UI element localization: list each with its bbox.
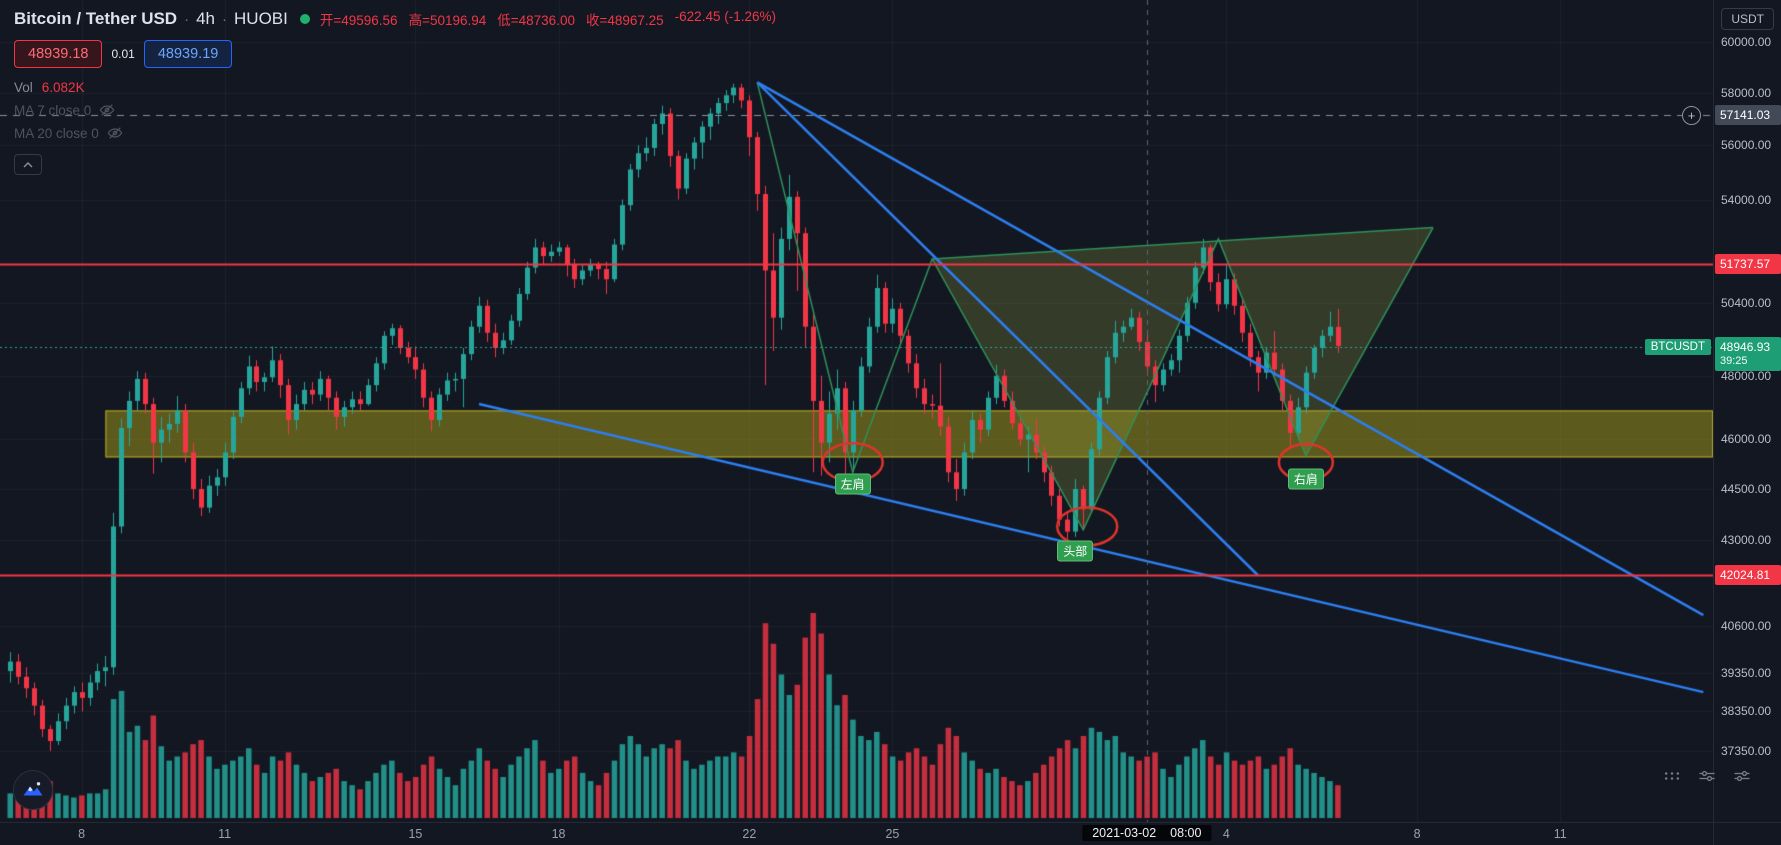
trade-row: 48939.18 0.01 48939.19 — [14, 40, 776, 68]
time-label: 8 — [1413, 827, 1421, 841]
crosshair-plus-handle[interactable]: + — [1682, 105, 1701, 125]
price-tick: 54000.00 — [1721, 192, 1772, 207]
symbol-row: Bitcoin / Tether USD · 4h · HUOBI 开=4959… — [14, 9, 776, 29]
separator: · — [184, 10, 190, 28]
price-axis[interactable]: 60000.00 58000.00 56000.00 54000.00 50400.00… — [1713, 0, 1781, 822]
highlight-date: 2021-03-02 — [1092, 826, 1157, 840]
ohlc-change: -622.45 (-1.26%) — [674, 9, 776, 24]
time-label: 8 — [78, 827, 86, 841]
date-badge: 2021-03-02 08:00 — [1082, 825, 1212, 841]
market-status-icon — [299, 14, 310, 24]
sliders-icon — [1734, 770, 1750, 782]
price-tick: 46000.00 — [1721, 432, 1772, 447]
price-tick: 43000.00 — [1721, 533, 1772, 548]
chevron-up-icon — [23, 161, 33, 168]
ohlc-low: 低=48736.00 — [497, 13, 575, 28]
collapse-legend-button[interactable] — [14, 154, 42, 175]
mountain-icon — [23, 782, 43, 796]
price-tick: 44500.00 — [1721, 482, 1772, 496]
legend: Bitcoin / Tether USD · 4h · HUOBI 开=4959… — [14, 9, 776, 175]
time-label: 11 — [218, 827, 232, 841]
price-tag-current: 48946.93 39:25 — [1715, 336, 1781, 371]
ohlc-high: 高=50196.94 — [408, 13, 487, 28]
price-tag-support: 42024.81 — [1715, 564, 1781, 585]
indicator-row-ma20[interactable]: MA 20 close 0 — [14, 125, 776, 141]
price-tick: 37350.00 — [1721, 744, 1772, 758]
ohlc-open: 开=49596.56 — [319, 13, 398, 28]
tradingview-logo-button[interactable] — [13, 770, 53, 810]
indicator-row-ma7[interactable]: MA 7 close 0 — [14, 102, 776, 118]
sliders-icon — [1699, 770, 1715, 782]
interval-label[interactable]: 4h — [196, 9, 216, 28]
grid-dots-icon — [1664, 772, 1680, 780]
price-tick: 48000.00 — [1721, 368, 1772, 383]
time-label: 25 — [885, 827, 900, 841]
ohlc-readout: 开=49596.56 高=50196.94 低=48736.00 收=48967… — [320, 9, 776, 29]
price-tick: 40600.00 — [1721, 619, 1772, 634]
ma20-label: MA 20 close 0 — [14, 125, 99, 141]
eye-off-icon[interactable] — [99, 102, 115, 118]
price-tick: 58000.00 — [1721, 85, 1772, 100]
price-tick: 38350.00 — [1721, 704, 1772, 719]
price-tag-resistance: 51737.57 — [1715, 253, 1781, 274]
mini-toolbar-button[interactable] — [1729, 763, 1755, 789]
price-tick: 56000.00 — [1721, 138, 1772, 153]
buy-button[interactable]: 48939.19 — [143, 40, 233, 68]
mini-toolbar — [1659, 763, 1755, 789]
highlight-time: 08:00 — [1170, 826, 1202, 840]
ma7-label: MA 7 close 0 — [14, 102, 92, 118]
exchange-label: HUOBI — [234, 9, 288, 28]
pattern-label[interactable]: 左肩 — [834, 473, 871, 495]
price-tick: 60000.00 — [1721, 35, 1772, 49]
time-label: 15 — [408, 827, 423, 841]
sell-button[interactable]: 48939.18 — [14, 40, 103, 68]
mini-toolbar-button[interactable] — [1694, 763, 1720, 789]
ohlc-close: 收=48967.25 — [585, 13, 664, 28]
axis-corner — [1713, 822, 1781, 845]
time-label: 4 — [1222, 827, 1230, 841]
currency-usdt-chip[interactable]: USDT — [1721, 8, 1774, 30]
price-tick: 50400.00 — [1721, 295, 1772, 310]
symbol-title[interactable]: Bitcoin / Tether USD — [14, 9, 178, 28]
pattern-label[interactable]: 右肩 — [1287, 468, 1324, 490]
price-tick: 39350.00 — [1721, 665, 1772, 680]
volume-row: Vol 6.082K — [14, 80, 776, 95]
separator: · — [222, 10, 228, 28]
pattern-label[interactable]: 头部 — [1057, 540, 1094, 562]
price-tag-57141: 57141.03 — [1715, 105, 1781, 126]
time-axis[interactable]: 2021-03-02 08:00 8 11 15 18 22 25 4 8 11 — [0, 822, 1713, 845]
time-label: 22 — [742, 827, 757, 841]
time-label: 18 — [551, 827, 566, 841]
volume-label[interactable]: Vol — [14, 80, 33, 95]
volume-value: 6.082K — [41, 80, 85, 95]
plus-icon: + — [1687, 107, 1696, 123]
time-label: 11 — [1553, 827, 1567, 841]
eye-off-icon[interactable] — [107, 125, 123, 141]
mini-toolbar-button[interactable] — [1659, 763, 1685, 789]
spread-value: 0.01 — [111, 47, 135, 61]
symbol-price-chip: BTCUSDT — [1644, 338, 1711, 355]
